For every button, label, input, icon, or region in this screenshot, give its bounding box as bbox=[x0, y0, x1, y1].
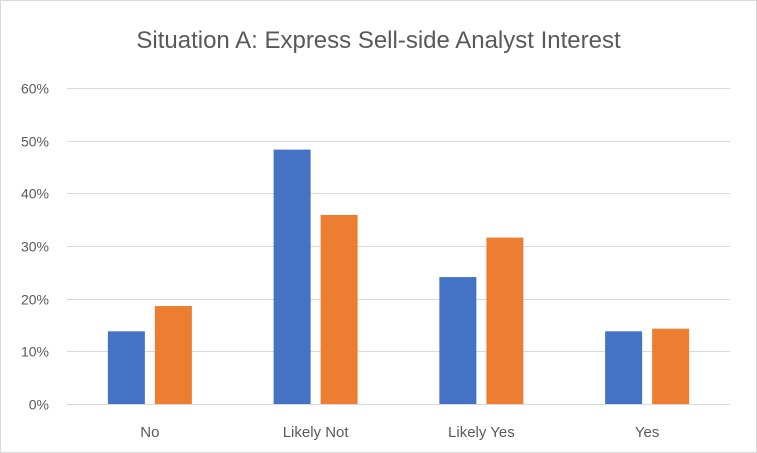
bar-series2-no bbox=[154, 306, 192, 404]
y-tick-label: 50% bbox=[21, 134, 49, 150]
bar-series2-yes bbox=[652, 328, 690, 404]
y-tick-label: 10% bbox=[21, 344, 49, 360]
x-category-label: Likely Not bbox=[283, 424, 350, 441]
x-category-label: Yes bbox=[635, 424, 659, 441]
y-tick-label: 60% bbox=[21, 81, 49, 97]
bars bbox=[107, 149, 690, 404]
y-tick-label: 20% bbox=[21, 292, 49, 308]
y-tick-label: 30% bbox=[21, 239, 49, 255]
chart-title: Situation A: Express Sell-side Analyst I… bbox=[136, 27, 621, 54]
bar-series2-likely-not bbox=[320, 214, 358, 404]
bar-series1-likely-not bbox=[273, 149, 311, 404]
y-tick-label: 0% bbox=[29, 397, 49, 413]
x-category-label: Likely Yes bbox=[448, 424, 515, 441]
bar-series1-likely-yes bbox=[439, 277, 477, 404]
bar-series2-likely-yes bbox=[486, 237, 524, 404]
x-category-label: No bbox=[140, 424, 159, 441]
y-axis-ticks: 0% 10% 20% 30% 40% 50% 60% bbox=[21, 81, 49, 413]
bar-series1-no bbox=[107, 331, 145, 404]
x-axis-labels: No Likely Not Likely Yes Yes bbox=[140, 424, 659, 441]
bar-series1-yes bbox=[605, 331, 643, 404]
y-tick-label: 40% bbox=[21, 186, 49, 202]
